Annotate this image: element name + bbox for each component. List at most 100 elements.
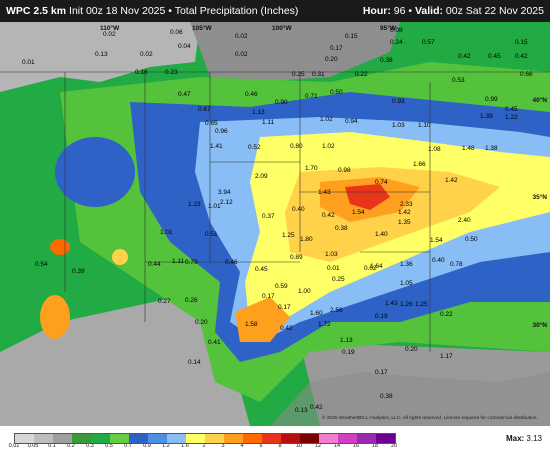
legend-swatch — [376, 434, 395, 443]
precip-value-label: 1.10 — [418, 122, 431, 129]
legend-color-bar — [14, 433, 396, 444]
max-label: Max: — [505, 434, 525, 443]
legend-swatch — [148, 434, 167, 443]
precip-value-label: 1.41 — [210, 143, 223, 150]
legend-swatch — [110, 434, 129, 443]
legend-tick-label: 0.3 — [86, 443, 94, 449]
hour-value: 96 — [393, 5, 406, 17]
precip-value-label: 0.46 — [245, 91, 258, 98]
longitude-label: 95°W — [380, 25, 396, 32]
precip-value-label: 0.74 — [375, 179, 388, 186]
precip-value-label: 0.17 — [262, 293, 275, 300]
legend-swatch — [338, 434, 357, 443]
legend-swatch — [34, 434, 53, 443]
precip-value-label: 1.40 — [375, 231, 388, 238]
precip-value-label: 1.01 — [208, 203, 221, 210]
precip-value-label: 1.43 — [318, 189, 331, 196]
precip-value-label: 0.25 — [292, 71, 305, 78]
longitude-label: 105°W — [192, 25, 212, 32]
precip-value-label: 1.66 — [413, 161, 426, 168]
precip-value-label: 0.01 — [22, 59, 35, 66]
legend-tick-label: 1.6 — [181, 443, 189, 449]
precip-value-label: 1.03 — [392, 122, 405, 129]
precip-value-label: 0.17 — [375, 369, 388, 376]
latitude-label: 35°N — [532, 194, 547, 201]
title-bullet: • — [168, 5, 172, 17]
precip-value-label: 0.47 — [178, 91, 191, 98]
model-name: WPC 2.5 km — [6, 5, 67, 17]
precip-value-label: 0.65 — [205, 120, 218, 127]
precip-value-label: 0.26 — [185, 297, 198, 304]
precip-value-label: 0.22 — [440, 311, 453, 318]
precip-value-label: 1.58 — [245, 321, 258, 328]
precip-value-label: 0.02 — [103, 31, 116, 38]
precip-value-label: 1.23 — [188, 201, 201, 208]
precip-value-label: 0.66 — [520, 71, 533, 78]
precip-value-label: 2.33 — [400, 201, 413, 208]
precip-value-label: 0.15 — [515, 39, 528, 46]
legend-tick-label: 18 — [371, 443, 379, 449]
legend-tick-label: 1.2 — [162, 443, 170, 449]
title-bullet: • — [408, 5, 413, 17]
precip-value-label: 0.40 — [292, 206, 305, 213]
latitude-label: 30°N — [532, 322, 547, 329]
legend-swatch — [243, 434, 262, 443]
precip-value-label: 0.45 — [505, 106, 518, 113]
precip-value-label: 0.15 — [345, 33, 358, 40]
precip-value-label: 2.56 — [330, 307, 343, 314]
precip-value-label: 0.16 — [135, 69, 148, 76]
precip-value-label: 0.99 — [485, 96, 498, 103]
precip-value-label: 1.00 — [298, 288, 311, 295]
precip-value-label: 1.70 — [305, 165, 318, 172]
precip-value-label: 0.20 — [195, 319, 208, 326]
precip-value-label: 0.02 — [364, 265, 377, 272]
precip-value-label: 0.38 — [380, 393, 393, 400]
precip-value-label: 0.25 — [332, 276, 345, 283]
precip-value-label: 0.59 — [275, 283, 288, 290]
legend-tick-label: 8 — [278, 443, 282, 449]
precip-value-label: 0.67 — [198, 106, 211, 113]
gulf-water — [270, 372, 550, 426]
legend-tick-label: 16 — [352, 443, 360, 449]
precip-value-label: 1.08 — [428, 146, 441, 153]
legend-swatch — [53, 434, 72, 443]
precip-value-label: 1.03 — [325, 251, 338, 258]
precip-value-label: 0.94 — [345, 118, 358, 125]
legend-swatch — [186, 434, 205, 443]
precip-value-label: 3.94 — [218, 189, 231, 196]
precip-value-label: 0.90 — [275, 99, 288, 106]
precip-value-label: 1.13 — [340, 337, 353, 344]
precip-value-label: 0.01 — [327, 265, 340, 272]
longitude-label: 100°W — [272, 25, 292, 32]
legend-tick-label: 4 — [240, 443, 244, 449]
title-bar: WPC 2.5 km Init 00z 18 Nov 2025 • Total … — [0, 0, 550, 22]
precip-value-label: 0.50 — [465, 236, 478, 243]
legend-swatch — [91, 434, 110, 443]
sw-blob-2 — [50, 239, 70, 255]
precip-shading — [0, 22, 550, 426]
longitude-label: 110°W — [100, 25, 120, 32]
precip-value-label: 1.54 — [352, 209, 365, 216]
precip-value-label: 1.64 — [370, 263, 383, 270]
precip-value-label: 1.05 — [400, 280, 413, 287]
precip-value-label: 0.42 — [310, 404, 323, 411]
precip-value-label: 1.17 — [440, 353, 453, 360]
legend-tick-label: 12 — [314, 443, 322, 449]
latitude-label: 40°N — [532, 97, 547, 104]
init-time: Init 00z 18 Nov 2025 — [69, 5, 166, 17]
precipitation-map: 110°W 105°W 100°W 95°W 40°N 35°N 30°N 0.… — [0, 22, 550, 426]
west-blue-blob — [55, 137, 135, 207]
precip-value-label: 0.06 — [170, 29, 183, 36]
legend-tick-label: 0.05 — [27, 443, 39, 449]
precip-value-label: 1.54 — [430, 237, 443, 244]
precip-value-label: 0.45 — [488, 53, 501, 60]
valid-value: 00z Sat 22 Nov 2025 — [445, 5, 544, 17]
legend-tick-label: 0.2 — [67, 443, 75, 449]
precip-value-label: 0.57 — [422, 39, 435, 46]
precip-value-label: 2.40 — [458, 217, 471, 224]
legend-tick-label: 0.01 — [8, 443, 20, 449]
precip-value-label: 1.25 — [282, 232, 295, 239]
precip-value-label: 1.02 — [322, 143, 335, 150]
precip-value-label: 0.04 — [178, 43, 191, 50]
legend-swatch — [72, 434, 91, 443]
